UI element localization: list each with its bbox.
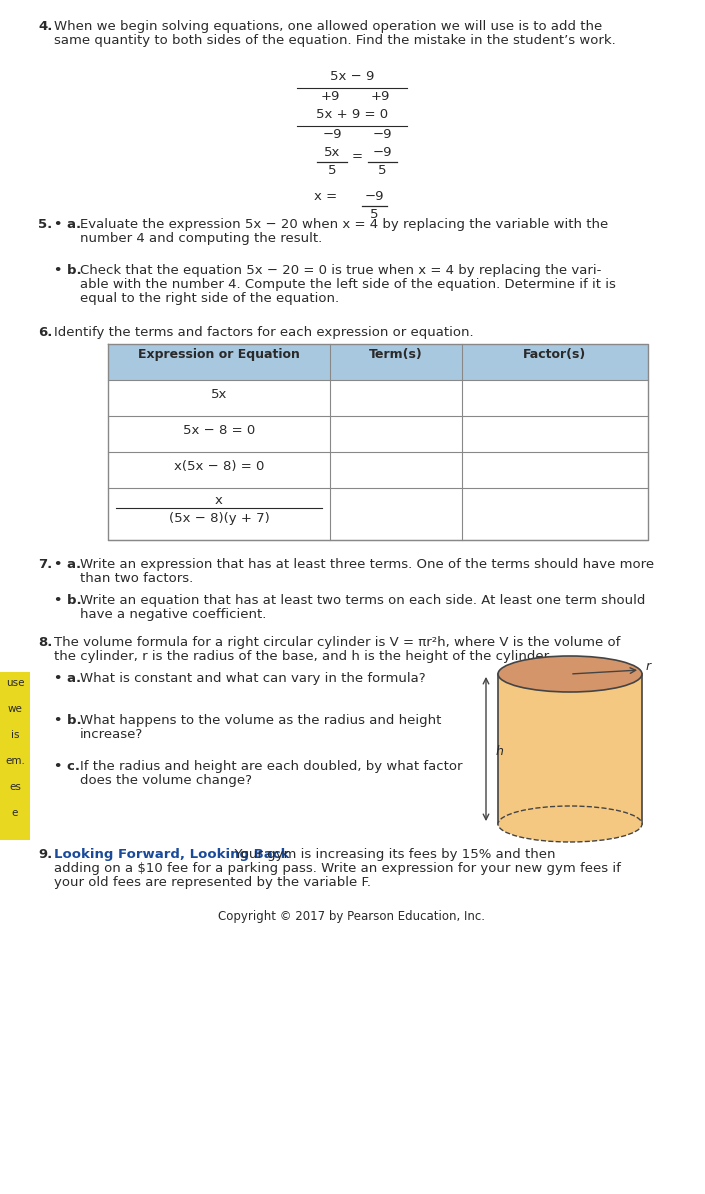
Text: • a.: • a. xyxy=(54,558,81,571)
Text: number 4 and computing the result.: number 4 and computing the result. xyxy=(80,232,322,245)
Text: • b.: • b. xyxy=(54,593,82,607)
Text: Copyright © 2017 by Pearson Education, Inc.: Copyright © 2017 by Pearson Education, I… xyxy=(219,910,486,923)
Text: Factor(s): Factor(s) xyxy=(523,347,587,361)
Text: 8.: 8. xyxy=(38,636,52,650)
Text: es: es xyxy=(9,782,21,792)
Text: than two factors.: than two factors. xyxy=(80,572,193,585)
Text: • b.: • b. xyxy=(54,264,82,277)
Text: Identify the terms and factors for each expression or equation.: Identify the terms and factors for each … xyxy=(54,326,474,339)
Text: we: we xyxy=(8,704,23,714)
Text: Your gym is increasing its fees by 15% and then: Your gym is increasing its fees by 15% a… xyxy=(226,848,556,861)
Text: +9: +9 xyxy=(320,90,340,103)
Text: r: r xyxy=(646,660,651,673)
Text: If the radius and height are each doubled, by what factor: If the radius and height are each double… xyxy=(80,761,462,773)
Text: em.: em. xyxy=(5,756,25,767)
Text: 5.: 5. xyxy=(38,219,52,230)
Text: +9: +9 xyxy=(370,90,390,103)
Text: 9.: 9. xyxy=(38,848,52,861)
Text: What happens to the volume as the radius and height: What happens to the volume as the radius… xyxy=(80,714,441,727)
Text: increase?: increase? xyxy=(80,728,143,741)
Text: • a.: • a. xyxy=(54,219,81,230)
Bar xyxy=(108,344,648,380)
Text: Term(s): Term(s) xyxy=(369,347,423,361)
Text: • c.: • c. xyxy=(54,761,80,773)
Text: same quantity to both sides of the equation. Find the mistake in the student’s w: same quantity to both sides of the equat… xyxy=(54,33,615,47)
Text: Evaluate the expression 5x − 20 when x = 4 by replacing the variable with the: Evaluate the expression 5x − 20 when x =… xyxy=(80,219,608,230)
Text: −9: −9 xyxy=(372,128,392,141)
Text: • b.: • b. xyxy=(54,714,82,727)
Text: Expression or Equation: Expression or Equation xyxy=(138,347,300,361)
Text: Looking Forward, Looking Back: Looking Forward, Looking Back xyxy=(54,848,290,861)
Text: 5: 5 xyxy=(369,208,379,221)
Text: 5: 5 xyxy=(378,164,386,177)
Text: Check that the equation 5x − 20 = 0 is true when x = 4 by replacing the vari-: Check that the equation 5x − 20 = 0 is t… xyxy=(80,264,601,277)
Text: 6.: 6. xyxy=(38,326,52,339)
Text: =: = xyxy=(352,150,362,164)
Text: have a negative coefficient.: have a negative coefficient. xyxy=(80,608,266,621)
Text: The volume formula for a right circular cylinder is V = πr²h, where V is the vol: The volume formula for a right circular … xyxy=(54,636,620,650)
Text: h: h xyxy=(496,745,504,758)
Text: When we begin solving equations, one allowed operation we will use is to add the: When we begin solving equations, one all… xyxy=(54,20,602,33)
Text: Write an expression that has at least three terms. One of the terms should have : Write an expression that has at least th… xyxy=(80,558,654,571)
Text: x(5x − 8) = 0: x(5x − 8) = 0 xyxy=(174,460,264,473)
Text: e: e xyxy=(12,808,18,818)
Text: 5: 5 xyxy=(328,164,336,177)
Text: What is constant and what can vary in the formula?: What is constant and what can vary in th… xyxy=(80,672,426,685)
Text: 4.: 4. xyxy=(38,20,52,33)
Text: −9: −9 xyxy=(322,128,342,141)
Text: 5x: 5x xyxy=(211,388,227,401)
Ellipse shape xyxy=(498,656,642,693)
Text: use: use xyxy=(6,678,24,688)
Text: −9: −9 xyxy=(372,146,392,159)
Text: the cylinder, r is the radius of the base, and h is the height of the cylinder.: the cylinder, r is the radius of the bas… xyxy=(54,650,552,663)
Text: Write an equation that has at least two terms on each side. At least one term sh: Write an equation that has at least two … xyxy=(80,593,645,607)
Text: (5x − 8)(y + 7): (5x − 8)(y + 7) xyxy=(168,512,269,525)
Ellipse shape xyxy=(498,806,642,842)
Text: 5x: 5x xyxy=(324,146,341,159)
Text: 5x + 9 = 0: 5x + 9 = 0 xyxy=(316,107,388,121)
Text: does the volume change?: does the volume change? xyxy=(80,774,252,787)
Text: 5x − 8 = 0: 5x − 8 = 0 xyxy=(183,424,255,437)
Text: 7.: 7. xyxy=(38,558,52,571)
Text: able with the number 4. Compute the left side of the equation. Determine if it i: able with the number 4. Compute the left… xyxy=(80,278,616,291)
Text: is: is xyxy=(11,730,19,740)
Bar xyxy=(0,672,30,841)
Text: −9: −9 xyxy=(364,190,384,203)
Text: • a.: • a. xyxy=(54,672,81,685)
Text: equal to the right side of the equation.: equal to the right side of the equation. xyxy=(80,293,339,304)
Bar xyxy=(498,673,642,824)
Text: adding on a $10 fee for a parking pass. Write an expression for your new gym fee: adding on a $10 fee for a parking pass. … xyxy=(54,862,621,875)
Text: 5x − 9: 5x − 9 xyxy=(330,70,374,84)
Text: x: x xyxy=(215,494,223,507)
Text: your old fees are represented by the variable F.: your old fees are represented by the var… xyxy=(54,876,371,890)
Text: x =: x = xyxy=(314,190,337,203)
